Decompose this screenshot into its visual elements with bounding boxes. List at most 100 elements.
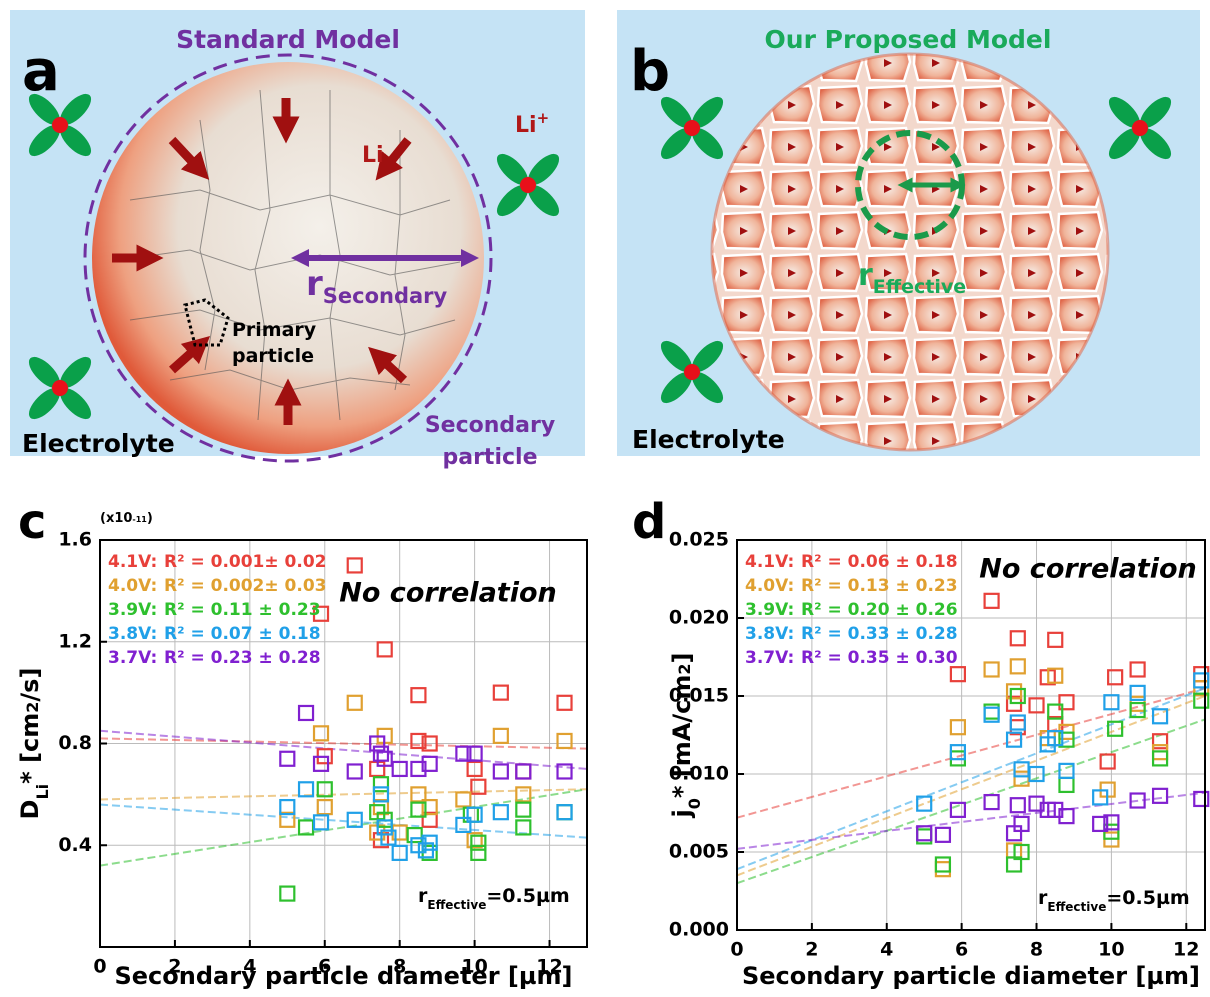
point xyxy=(346,811,363,828)
legend-r2: R² = 0.13 ± 0.23 xyxy=(801,576,958,596)
legend-r2: R² = 0.001± 0.02 xyxy=(164,552,327,572)
y-axis-label: j0* [mA/cm2] xyxy=(668,653,704,819)
point xyxy=(492,763,509,780)
secondary-label: particle xyxy=(442,445,537,470)
legend-r2: R² = 0.06 ± 0.18 xyxy=(801,552,958,572)
legend-entry: 3.9V: xyxy=(745,600,794,620)
point xyxy=(1151,708,1169,725)
radius-label: rEffective xyxy=(858,258,966,298)
legend-r2: R² = 0.35 ± 0.30 xyxy=(801,648,958,668)
y-tick-label: 0.010 xyxy=(669,763,729,785)
point xyxy=(421,811,438,828)
point xyxy=(1058,694,1075,711)
point xyxy=(1047,667,1064,684)
point xyxy=(1092,789,1109,806)
radius-label: rSecondary xyxy=(306,264,448,308)
point xyxy=(556,694,573,711)
point xyxy=(369,804,386,821)
point xyxy=(949,744,966,761)
legend-r2: R² = 0.11 ± 0.23 xyxy=(164,600,321,620)
panel-label: a xyxy=(22,39,60,104)
panel-label: c xyxy=(18,494,46,550)
point xyxy=(1103,694,1120,711)
point xyxy=(346,763,363,780)
legend-r2: R² = 0.002± 0.03 xyxy=(164,576,327,596)
li-ion-label: Li+ xyxy=(515,109,549,138)
y-axis-label-part: * [mA/cm xyxy=(668,675,696,798)
point xyxy=(1092,815,1109,833)
point xyxy=(556,804,573,821)
legend-r2: R² = 0.07 ± 0.18 xyxy=(164,624,321,644)
point xyxy=(279,885,296,902)
point xyxy=(1009,797,1026,814)
point xyxy=(455,745,472,762)
point xyxy=(983,592,1000,609)
panel-a: a Standard Model Li Li+ rSecondary Prima… xyxy=(10,10,585,470)
point xyxy=(983,793,1000,811)
point xyxy=(1005,683,1023,700)
point xyxy=(312,814,330,831)
point xyxy=(1009,687,1026,705)
point xyxy=(312,725,330,742)
legend-entry: 3.7V: xyxy=(745,648,794,668)
note-part: =0.5µm xyxy=(1106,887,1189,909)
point xyxy=(1193,692,1210,709)
li-ion-base: Li xyxy=(515,113,537,138)
point xyxy=(1129,792,1146,809)
multiplier-part: (x10 xyxy=(100,511,132,526)
y-axis-label-part: * [cm xyxy=(16,713,44,784)
y-tick-label: 1.6 xyxy=(58,529,92,551)
point xyxy=(1005,731,1023,748)
point xyxy=(410,760,427,778)
point xyxy=(455,816,472,834)
multiplier-part: ) xyxy=(147,511,153,526)
point xyxy=(372,745,390,762)
point xyxy=(1047,703,1064,720)
legend-r2: R² = 0.20 ± 0.26 xyxy=(801,600,958,620)
point xyxy=(372,776,390,793)
point xyxy=(369,735,386,752)
point xyxy=(376,750,393,767)
electrolyte-label: Electrolyte xyxy=(632,425,785,454)
point xyxy=(346,557,363,574)
point xyxy=(1058,731,1075,748)
legend-entry: 3.8V: xyxy=(108,624,157,644)
panel-title: Our Proposed Model xyxy=(765,25,1052,54)
annotation: No correlation xyxy=(339,578,556,609)
panel-label: d xyxy=(632,494,666,550)
y-axis-label-part: 2 xyxy=(675,663,694,674)
point xyxy=(515,786,532,803)
x-tick-label: 2 xyxy=(805,939,818,961)
secondary-particle xyxy=(712,54,1108,450)
point xyxy=(1009,630,1026,647)
point xyxy=(316,798,333,816)
point xyxy=(1129,684,1146,701)
point xyxy=(391,844,408,861)
x-tick-label: 8 xyxy=(1030,939,1043,961)
point xyxy=(934,826,952,843)
y-axis-label-part: 2 xyxy=(23,702,42,713)
x-axis-label: Secondary particle diameter [µm] xyxy=(742,962,1200,990)
point xyxy=(1193,672,1210,689)
li-ion-sup: + xyxy=(537,109,550,127)
x-tick-label: 10 xyxy=(461,956,487,978)
radius-sub: Effective xyxy=(873,276,966,298)
li-arrows xyxy=(112,98,412,425)
note-part: Effective xyxy=(1047,900,1106,914)
x-tick-label: 6 xyxy=(955,939,968,961)
plot-frame xyxy=(736,539,1206,931)
point xyxy=(934,856,952,873)
point xyxy=(466,806,483,823)
y-tick-label: 0.8 xyxy=(58,732,92,754)
point xyxy=(1099,753,1116,770)
point xyxy=(470,834,487,851)
legend-r2: R² = 0.23 ± 0.28 xyxy=(164,648,321,668)
point xyxy=(410,732,427,750)
point xyxy=(1103,814,1120,831)
y-axis-label-part: j xyxy=(668,809,696,818)
x-tick-label: 0 xyxy=(93,956,106,978)
point xyxy=(1009,714,1026,731)
point xyxy=(421,834,438,851)
legend-r2: R² = 0.33 ± 0.28 xyxy=(801,624,958,644)
